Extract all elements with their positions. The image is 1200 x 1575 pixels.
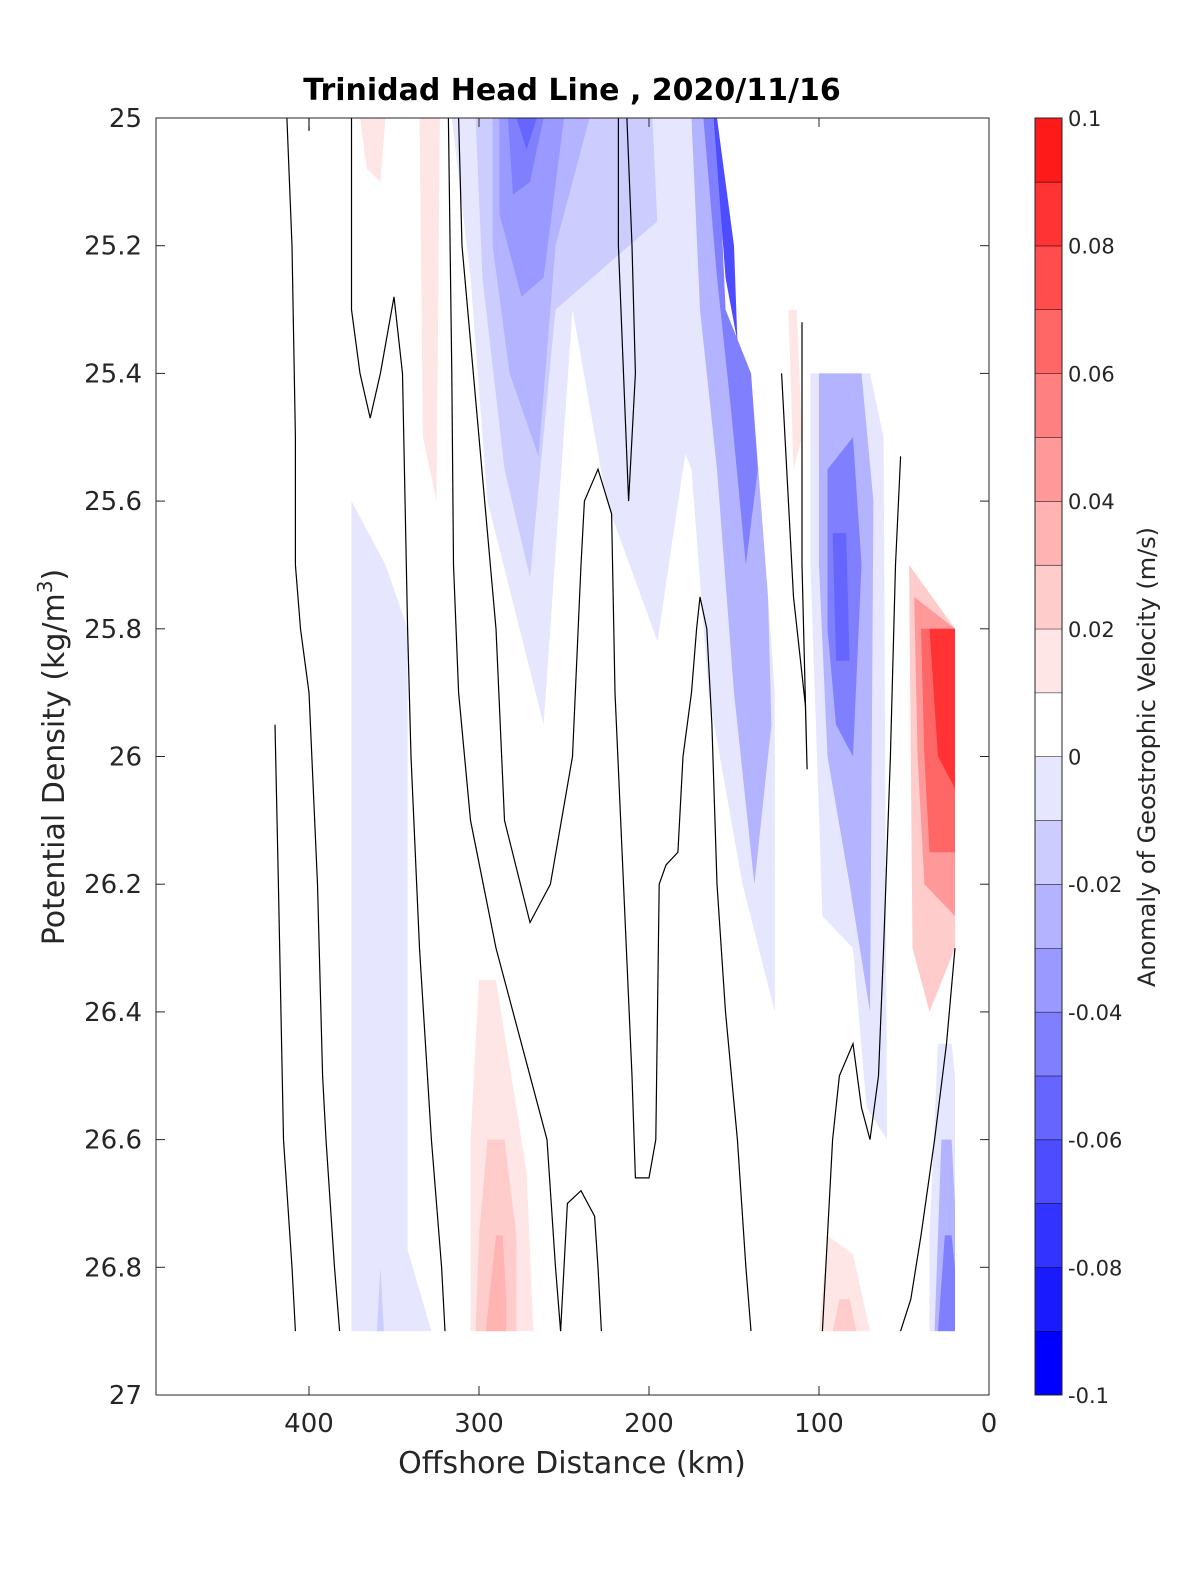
zero-contour-line [821, 456, 902, 1332]
colorbar-tick-label: -0.1 [1068, 1384, 1109, 1408]
colorbar-tick-label: -0.04 [1068, 1001, 1122, 1025]
y-tick-label: 26.8 [84, 1253, 142, 1283]
region-pos-band-upper-2 [360, 118, 386, 182]
colorbar-swatch [1035, 309, 1062, 374]
y-tick-label: 25.4 [84, 359, 142, 389]
zero-contour-line [900, 948, 956, 1332]
zero-contour-line [560, 1189, 602, 1332]
region-pos-band-upper-3 [419, 118, 440, 502]
y-tick-label: 26.2 [84, 870, 142, 900]
region-neg-band-main-5 [507, 118, 544, 195]
colorbar-swatch [1035, 501, 1062, 565]
region-neg-band-right-2 [691, 118, 772, 885]
colorbar-tick-label: 0.06 [1068, 362, 1115, 386]
region-pos-jet-5 [929, 628, 955, 789]
colorbar-swatch [1035, 437, 1062, 502]
region-pos-band-mid [703, 820, 717, 1108]
x-tick-label: 100 [794, 1409, 844, 1439]
colorbar-swatch [1035, 118, 1062, 182]
region-pos-band-far-2 [300, 852, 321, 1108]
region-pos-band-small-2 [742, 1254, 762, 1332]
colorbar-swatch [1035, 628, 1062, 693]
colorbar-swatch [1035, 373, 1062, 438]
y-axis-label-sup: 3 [33, 580, 57, 593]
colorbar-tick-label: 0.02 [1068, 618, 1115, 642]
y-tick-label: 25.2 [84, 232, 142, 262]
region-neg-band-main-6 [516, 118, 537, 150]
region-neg-band-inner-4 [832, 533, 850, 661]
y-axis-label: Potential Density (kg/m3) [33, 569, 72, 945]
colorbar-tick-label: -0.02 [1068, 873, 1122, 897]
region-pos-band-far [271, 118, 281, 470]
y-axis-label-main: Potential Density (kg/m [37, 593, 72, 945]
region-pos-band-mid-right-2 [788, 309, 802, 470]
region-neg-band-right [652, 118, 775, 1012]
colorbar-tick-label: -0.08 [1068, 1256, 1122, 1280]
zero-contour-line [458, 118, 752, 1332]
colorbar-frame [1034, 117, 1063, 1396]
y-tick-label: 25.6 [84, 487, 142, 517]
colorbar-swatch [1035, 245, 1062, 310]
colorbar-label: Anomaly of Geostrophic Velocity (m/s) [1133, 527, 1161, 987]
region-neg-jet-3 [938, 1235, 955, 1332]
colorbar-swatch [1035, 756, 1062, 821]
region-pos-band-deep-3 [475, 1139, 517, 1332]
region-pos-band-mid-right [781, 309, 811, 629]
x-axis-label: Offshore Distance (km) [398, 1446, 746, 1481]
y-tick-label: 26.6 [84, 1126, 142, 1156]
x-tick-label: 200 [624, 1409, 674, 1439]
colorbar-swatch [1035, 820, 1062, 885]
zero-contour-line [286, 118, 341, 1332]
y-tick-label: 26 [109, 743, 142, 773]
x-axis-ticks: 400 300 200 100 0 [284, 118, 997, 1439]
y-tick-label: 25.8 [84, 615, 142, 645]
colorbar-swatch [1035, 1075, 1062, 1140]
zero-contour-line [781, 322, 808, 770]
y-axis-label-close: ) [37, 569, 72, 581]
colorbar-swatch [1035, 692, 1062, 757]
colorbar-tick-label: 0.1 [1068, 107, 1101, 131]
colorbar-swatch [1035, 1267, 1062, 1332]
colorbar: 0.1 0.08 0.06 0.04 0.02 0 -0.02 -0.04 -0.06 -0.08… [1034, 107, 1122, 1408]
colorbar-swatch [1035, 181, 1062, 246]
y-tick-label: 26.4 [84, 998, 142, 1028]
colorbar-swatch [1035, 1203, 1062, 1268]
zero-contour-line [350, 118, 446, 1332]
plot-zero-contours [274, 118, 956, 1332]
zero-contour-line [447, 118, 562, 1332]
colorbar-tick-label: 0.08 [1068, 235, 1115, 259]
colorbar-tick-label: -0.06 [1068, 1129, 1122, 1153]
region-pos-band-deep-4 [485, 1235, 507, 1332]
region-neg-band-right-3 [703, 118, 758, 565]
x-tick-label: 0 [981, 1409, 998, 1439]
x-tick-label: 400 [284, 1409, 334, 1439]
colorbar-swatch [1035, 564, 1062, 629]
colorbar-swatch [1035, 1011, 1062, 1076]
region-neg-band-right-4 [713, 118, 738, 342]
colorbar-swatch [1035, 1331, 1062, 1395]
region-neg-band-320 [351, 1075, 432, 1332]
y-tick-label: 27 [109, 1381, 142, 1411]
region-neg-band-355 [377, 1267, 384, 1332]
x-tick-label: 300 [454, 1409, 504, 1439]
colorbar-swatch [1035, 948, 1062, 1012]
colorbar-tick-label: 0 [1068, 746, 1081, 770]
chart-title: Trinidad Head Line , 2020/11/16 [303, 73, 840, 108]
y-tick-label: 25 [109, 104, 142, 134]
colorbar-swatch [1035, 884, 1062, 949]
colorbar-tick-label: 0.04 [1068, 490, 1115, 514]
region-pos-band-bottom-2 [819, 1235, 870, 1332]
y-axis-ticks: 25 25.2 25.4 25.6 25.8 26 26.2 26.4 26.6 26.8 27 [84, 104, 989, 1411]
zero-contour-line [617, 118, 637, 502]
colorbar-swatch [1035, 1139, 1062, 1204]
zero-contour-line [274, 724, 296, 1332]
region-pos-band-bottom-3 [832, 1299, 857, 1332]
region-pos-band-small [632, 1286, 663, 1332]
